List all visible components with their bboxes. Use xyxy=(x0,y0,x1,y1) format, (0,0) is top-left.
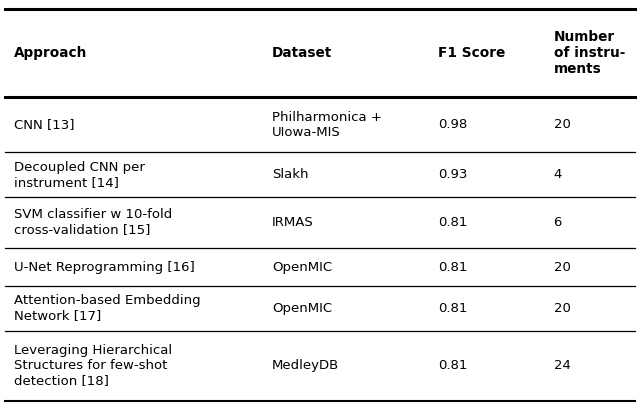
Text: OpenMIC: OpenMIC xyxy=(272,260,332,274)
Text: Number
of instru-
ments: Number of instru- ments xyxy=(554,30,625,76)
Text: Leveraging Hierarchical
Structures for few-shot
detection [18]: Leveraging Hierarchical Structures for f… xyxy=(14,344,172,387)
Text: 0.93: 0.93 xyxy=(438,168,468,181)
Text: MedleyDB: MedleyDB xyxy=(272,359,339,372)
Text: 0.81: 0.81 xyxy=(438,359,468,372)
Text: CNN [13]: CNN [13] xyxy=(14,118,75,131)
Text: Dataset: Dataset xyxy=(272,46,332,60)
Text: 20: 20 xyxy=(554,118,570,131)
Text: U-Net Reprogramming [16]: U-Net Reprogramming [16] xyxy=(14,260,195,274)
Text: 0.81: 0.81 xyxy=(438,260,468,274)
Text: 20: 20 xyxy=(554,260,570,274)
Text: Philharmonica +
UIowa-MIS: Philharmonica + UIowa-MIS xyxy=(272,111,382,139)
Text: 6: 6 xyxy=(554,216,562,229)
Text: 0.98: 0.98 xyxy=(438,118,468,131)
Text: SVM classifier w 10-fold
cross-validation [15]: SVM classifier w 10-fold cross-validatio… xyxy=(14,209,172,237)
Text: Approach: Approach xyxy=(14,46,88,60)
Text: 0.81: 0.81 xyxy=(438,216,468,229)
Text: Attention-based Embedding
Network [17]: Attention-based Embedding Network [17] xyxy=(14,294,201,322)
Text: IRMAS: IRMAS xyxy=(272,216,314,229)
Text: F1 Score: F1 Score xyxy=(438,46,506,60)
Text: 0.81: 0.81 xyxy=(438,302,468,315)
Text: Slakh: Slakh xyxy=(272,168,308,181)
Text: Decoupled CNN per
instrument [14]: Decoupled CNN per instrument [14] xyxy=(14,160,145,189)
Text: 20: 20 xyxy=(554,302,570,315)
Text: OpenMIC: OpenMIC xyxy=(272,302,332,315)
Text: 24: 24 xyxy=(554,359,570,372)
Text: 4: 4 xyxy=(554,168,562,181)
